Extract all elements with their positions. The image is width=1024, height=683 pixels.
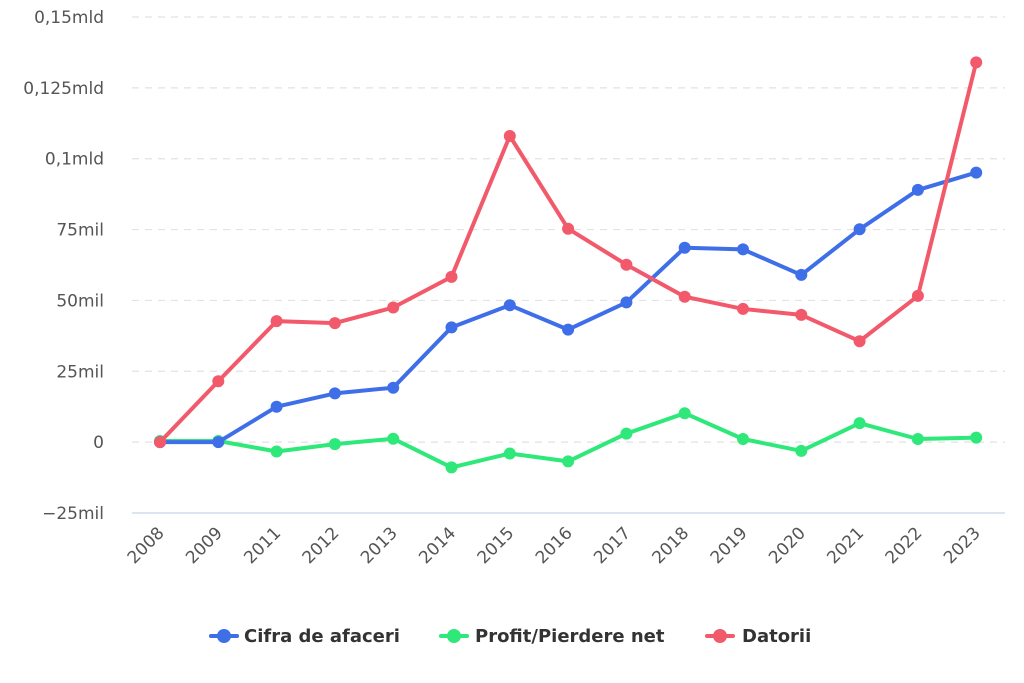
data-point[interactable] [270,315,283,328]
series-1 [154,407,983,474]
data-point[interactable] [562,222,575,235]
data-point[interactable] [328,438,341,451]
data-point[interactable] [154,436,166,449]
data-point[interactable] [678,241,691,254]
data-point[interactable] [212,436,225,449]
data-point[interactable] [853,223,866,236]
x-tick-label: 2021 [823,523,868,568]
data-point[interactable] [562,455,575,468]
data-point[interactable] [911,289,924,302]
data-point[interactable] [328,387,341,400]
data-point[interactable] [737,302,749,315]
x-tick-label: 2023 [940,523,985,568]
data-point[interactable] [270,445,283,458]
x-tick-label: 2008 [124,523,169,568]
series-line [158,170,979,445]
data-point[interactable] [737,243,749,256]
series-line [158,60,979,445]
data-point[interactable] [795,268,808,281]
x-tick-label: 2018 [649,523,694,568]
legend-marker [447,629,461,643]
legend[interactable]: Cifra de afaceri Profit/Pierdere net Dator… [209,626,811,647]
y-axis-ticks: −25mil 0 25mil 50mil 75mil 0,1mld 0,125mld 0,15… [23,8,104,524]
data-point[interactable] [270,400,283,413]
data-point[interactable] [445,461,458,474]
data-point[interactable] [737,433,749,446]
legend-item[interactable]: Datorii [705,626,811,647]
legend-marker [713,629,727,643]
x-tick-label: 2013 [357,523,402,568]
y-tick-label: 25mil [56,362,104,382]
legend-marker [217,629,231,643]
legend-item[interactable]: Profit/Pierdere net [439,626,665,647]
y-tick-label: 50mil [56,291,104,311]
x-tick-label: 2011 [240,523,285,568]
series-lines [154,56,983,474]
x-tick-label: 2012 [299,523,344,568]
data-point[interactable] [678,407,691,420]
data-point[interactable] [445,270,458,283]
x-tick-label: 2022 [882,523,927,568]
x-tick-label: 2019 [707,523,752,568]
data-point[interactable] [911,433,924,446]
data-point[interactable] [620,427,633,440]
data-point[interactable] [212,375,225,388]
y-tick-label: 0,125mld [23,79,104,99]
x-tick-label: 2020 [765,523,810,568]
x-tick-label: 2015 [474,523,519,568]
x-tick-label: 2014 [415,523,460,568]
data-point[interactable] [503,299,516,312]
data-point[interactable] [387,301,400,314]
data-point[interactable] [562,323,575,336]
grid-lines [132,16,1005,514]
x-tick-label: 2016 [532,523,577,568]
data-point[interactable] [853,335,866,348]
y-tick-label: 0,1mld [45,150,104,170]
data-point[interactable] [678,290,691,303]
x-tick-label: 2017 [590,523,635,568]
data-point[interactable] [853,417,866,430]
y-tick-label: 75mil [56,221,104,241]
y-tick-label: −25mil [42,504,104,524]
y-tick-label: 0,15mld [34,8,104,28]
data-point[interactable] [387,381,400,394]
data-point[interactable] [795,308,808,321]
x-axis-ticks: 2008 2009 2011 2012 2013 2014 2015 2016 2017 2018… [124,523,985,568]
data-point[interactable] [970,431,983,444]
data-point[interactable] [445,321,458,334]
legend-label: Datorii [742,626,811,647]
data-point[interactable] [620,258,633,271]
data-point[interactable] [503,130,516,143]
legend-item[interactable]: Cifra de afaceri [209,626,400,647]
y-tick-label: 0 [93,433,104,453]
data-point[interactable] [503,447,516,460]
x-tick-label: 2009 [182,523,227,568]
data-point[interactable] [387,432,400,445]
data-point[interactable] [328,317,341,330]
data-point[interactable] [620,296,633,309]
series-2 [154,56,983,449]
data-point[interactable] [795,444,808,457]
data-point[interactable] [911,183,924,196]
data-point[interactable] [970,56,983,69]
data-point[interactable] [970,166,983,179]
legend-label: Profit/Pierdere net [475,626,665,647]
legend-label: Cifra de afaceri [244,626,400,647]
series-0 [154,166,983,449]
